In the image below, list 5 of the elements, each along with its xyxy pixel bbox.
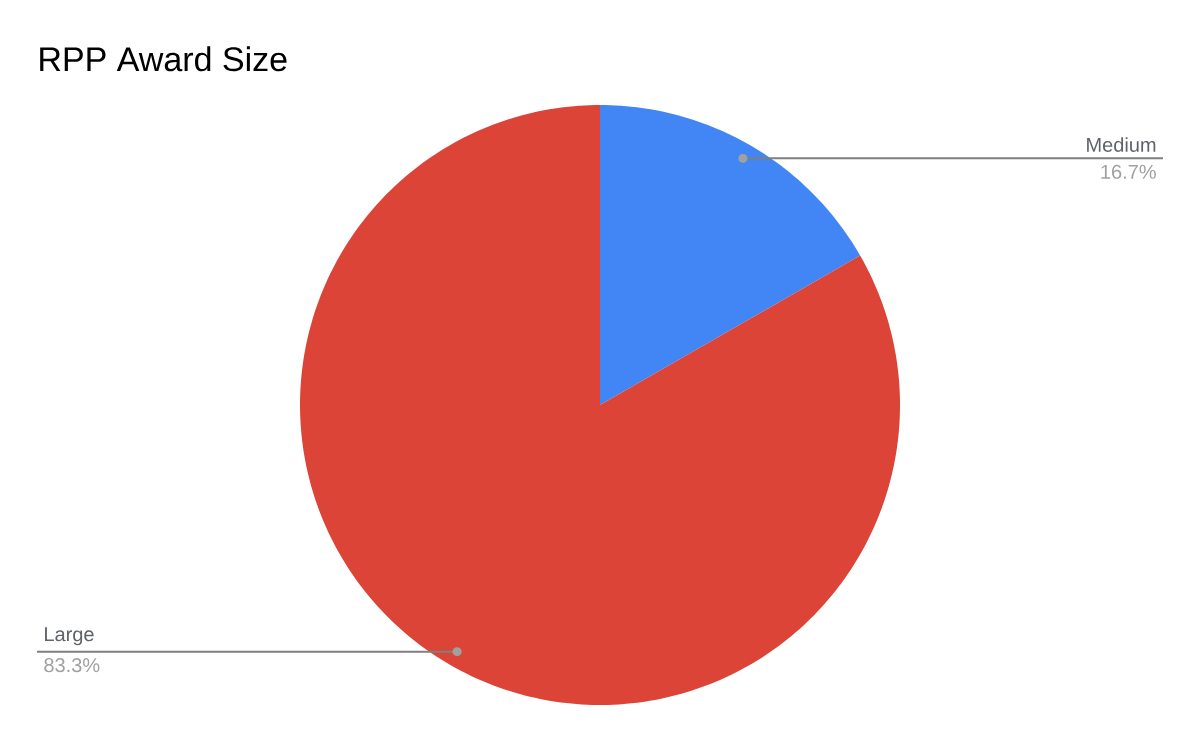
data-label: 16.7% bbox=[1101, 164, 1156, 179]
slice-label: Large bbox=[45, 627, 94, 646]
slice-label: Medium bbox=[1087, 137, 1156, 152]
chart-title: RPP Award Size bbox=[40, 46, 287, 72]
data-label: 83.3% bbox=[44, 658, 100, 673]
